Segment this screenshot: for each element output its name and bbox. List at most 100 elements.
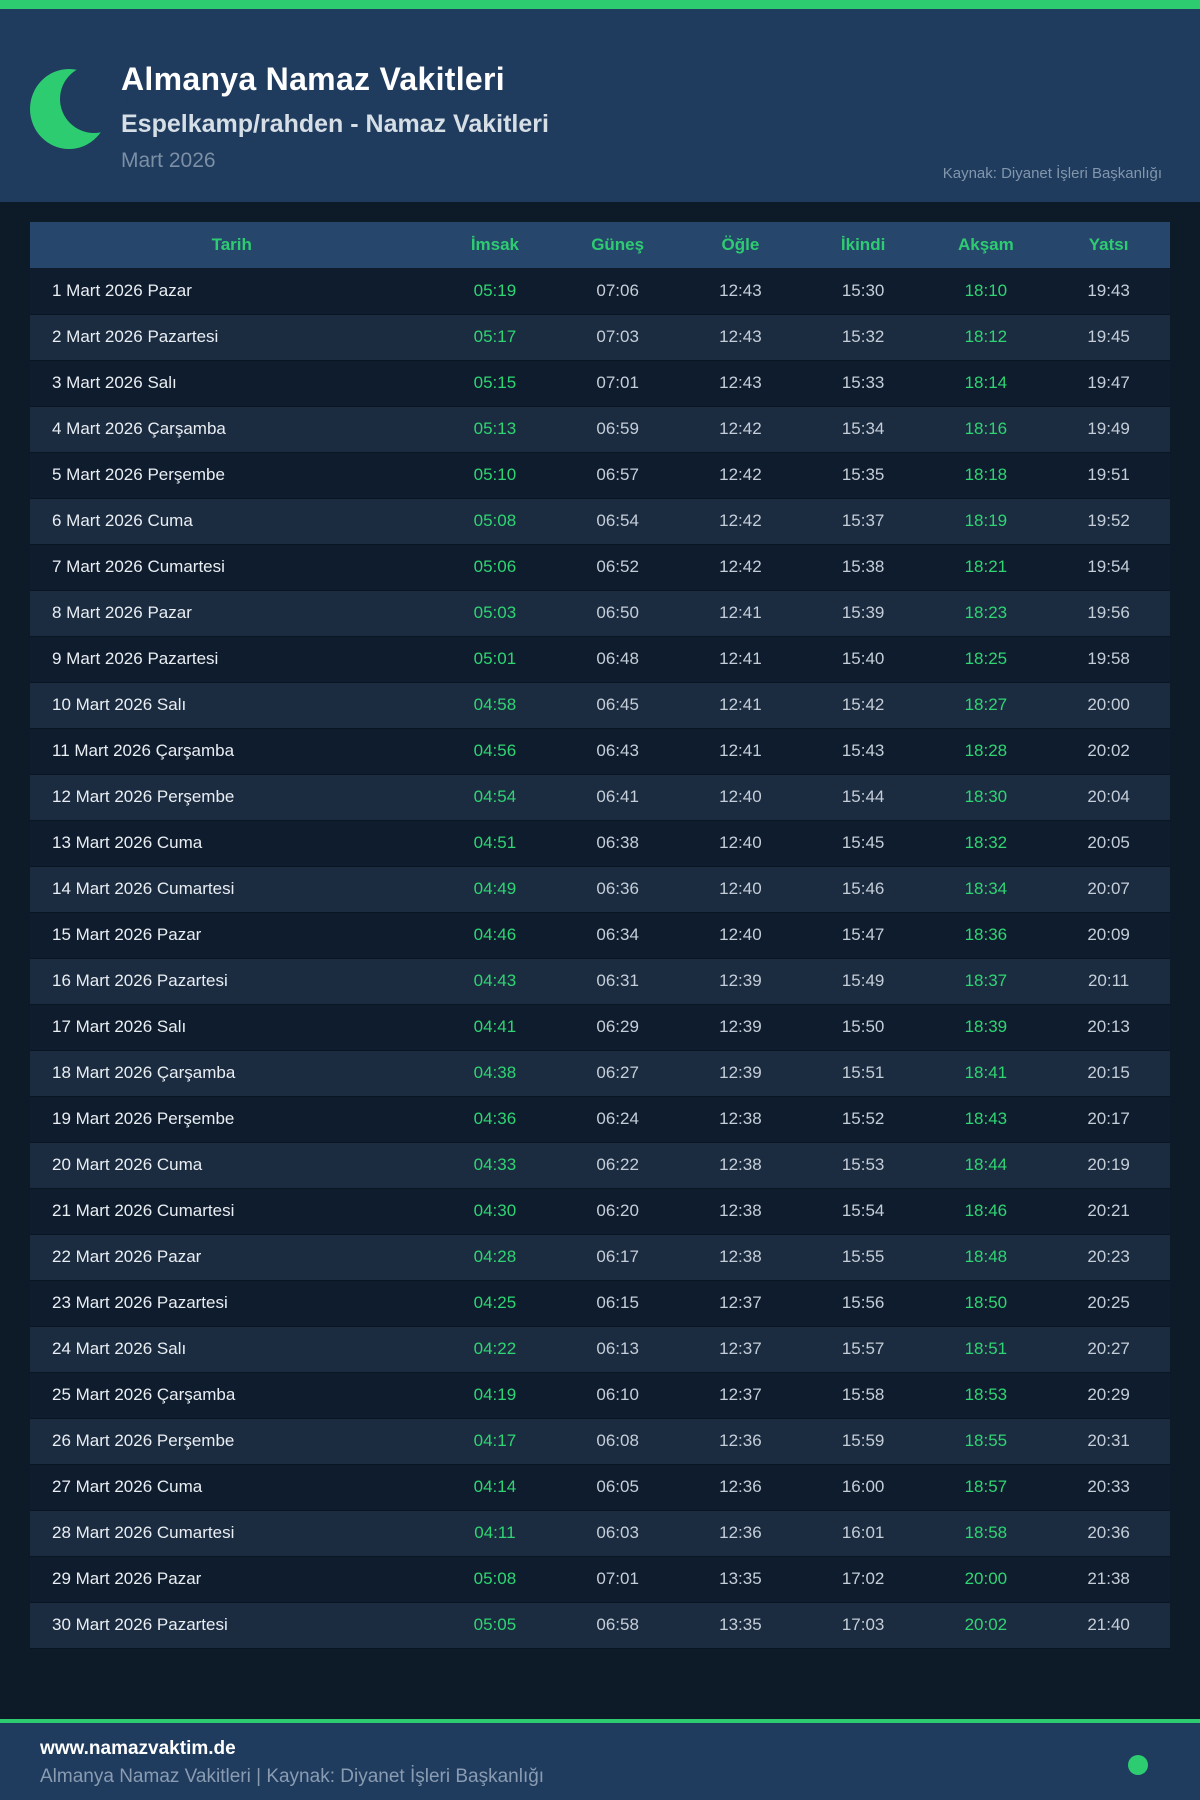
site-url[interactable]: www.namazvaktim.de xyxy=(40,1738,236,1759)
ogle-cell: 13:35 xyxy=(679,1602,802,1649)
aksam-cell: 18:58 xyxy=(924,1510,1048,1557)
imsak-cell: 04:19 xyxy=(433,1372,557,1419)
table-row: 4 Mart 2026 Çarşamba 05:13 06:59 12:42 1… xyxy=(30,406,1170,453)
column-header-imsak: İmsak xyxy=(433,222,557,268)
header-text-block: Almanya Namaz Vakitleri Espelkamp/rahden… xyxy=(121,61,549,173)
table-row: 18 Mart 2026 Çarşamba 04:38 06:27 12:39 … xyxy=(30,1050,1170,1097)
yatsi-cell: 19:56 xyxy=(1047,590,1170,637)
yatsi-cell: 20:27 xyxy=(1047,1326,1170,1373)
source-label: Kaynak: Diyanet İşleri Başkanlığı xyxy=(942,165,1162,182)
ikindi-cell: 16:01 xyxy=(801,1510,925,1557)
date-cell: 19 Mart 2026 Perşembe xyxy=(30,1096,434,1143)
ikindi-cell: 15:52 xyxy=(801,1096,925,1143)
yatsi-cell: 19:58 xyxy=(1047,636,1170,683)
aksam-cell: 18:36 xyxy=(924,912,1048,959)
yatsi-cell: 20:13 xyxy=(1047,1004,1170,1051)
gunes-cell: 06:29 xyxy=(556,1004,680,1051)
gunes-cell: 06:38 xyxy=(556,820,680,867)
ikindi-cell: 15:51 xyxy=(801,1050,925,1097)
date-cell: 24 Mart 2026 Salı xyxy=(30,1326,434,1373)
imsak-cell: 04:43 xyxy=(433,958,557,1005)
prayer-times-table-wrapper: Tarih İmsak Güneş Öğle İkindi Akşam Yats… xyxy=(30,222,1170,1649)
date-cell: 10 Mart 2026 Salı xyxy=(30,682,434,729)
gunes-cell: 07:03 xyxy=(556,314,680,361)
table-row: 24 Mart 2026 Salı 04:22 06:13 12:37 15:5… xyxy=(30,1326,1170,1373)
aksam-cell: 18:39 xyxy=(924,1004,1048,1051)
imsak-cell: 04:11 xyxy=(433,1510,557,1557)
gunes-cell: 06:41 xyxy=(556,774,680,821)
table-row: 19 Mart 2026 Perşembe 04:36 06:24 12:38 … xyxy=(30,1096,1170,1143)
date-cell: 3 Mart 2026 Salı xyxy=(30,360,434,407)
ikindi-cell: 15:43 xyxy=(801,728,925,775)
ikindi-cell: 15:55 xyxy=(801,1234,925,1281)
gunes-cell: 06:08 xyxy=(556,1418,680,1465)
gunes-cell: 06:59 xyxy=(556,406,680,453)
gunes-cell: 06:05 xyxy=(556,1464,680,1511)
date-cell: 23 Mart 2026 Pazartesi xyxy=(30,1280,434,1327)
month-label: Mart 2026 xyxy=(121,149,216,172)
ikindi-cell: 15:49 xyxy=(801,958,925,1005)
date-cell: 25 Mart 2026 Çarşamba xyxy=(30,1372,434,1419)
gunes-cell: 06:58 xyxy=(556,1602,680,1649)
gunes-cell: 06:31 xyxy=(556,958,680,1005)
yatsi-cell: 20:04 xyxy=(1047,774,1170,821)
table-row: 2 Mart 2026 Pazartesi 05:17 07:03 12:43 … xyxy=(30,314,1170,361)
gunes-cell: 06:03 xyxy=(556,1510,680,1557)
ogle-cell: 12:40 xyxy=(679,866,802,913)
gunes-cell: 06:54 xyxy=(556,498,680,545)
gunes-cell: 06:48 xyxy=(556,636,680,683)
ikindi-cell: 15:30 xyxy=(801,268,925,315)
table-row: 30 Mart 2026 Pazartesi 05:05 06:58 13:35… xyxy=(30,1602,1170,1649)
gunes-cell: 06:50 xyxy=(556,590,680,637)
aksam-cell: 20:00 xyxy=(924,1556,1048,1603)
table-row: 22 Mart 2026 Pazar 04:28 06:17 12:38 15:… xyxy=(30,1234,1170,1281)
ogle-cell: 12:38 xyxy=(679,1188,802,1235)
table-row: 25 Mart 2026 Çarşamba 04:19 06:10 12:37 … xyxy=(30,1372,1170,1419)
imsak-cell: 04:58 xyxy=(433,682,557,729)
column-header-tarih: Tarih xyxy=(30,222,434,268)
column-header-gunes: Güneş xyxy=(556,222,680,268)
aksam-cell: 18:23 xyxy=(924,590,1048,637)
imsak-cell: 05:19 xyxy=(433,268,557,315)
ikindi-cell: 15:58 xyxy=(801,1372,925,1419)
table-row: 12 Mart 2026 Perşembe 04:54 06:41 12:40 … xyxy=(30,774,1170,821)
yatsi-cell: 20:33 xyxy=(1047,1464,1170,1511)
ikindi-cell: 17:03 xyxy=(801,1602,925,1649)
gunes-cell: 06:24 xyxy=(556,1096,680,1143)
imsak-cell: 05:03 xyxy=(433,590,557,637)
date-cell: 9 Mart 2026 Pazartesi xyxy=(30,636,434,683)
aksam-cell: 18:37 xyxy=(924,958,1048,1005)
yatsi-cell: 20:31 xyxy=(1047,1418,1170,1465)
yatsi-cell: 20:05 xyxy=(1047,820,1170,867)
date-cell: 8 Mart 2026 Pazar xyxy=(30,590,434,637)
aksam-cell: 18:12 xyxy=(924,314,1048,361)
column-header-yatsi: Yatsı xyxy=(1047,222,1170,268)
imsak-cell: 05:01 xyxy=(433,636,557,683)
ogle-cell: 12:36 xyxy=(679,1464,802,1511)
aksam-cell: 18:41 xyxy=(924,1050,1048,1097)
aksam-cell: 18:32 xyxy=(924,820,1048,867)
ikindi-cell: 15:59 xyxy=(801,1418,925,1465)
date-cell: 11 Mart 2026 Çarşamba xyxy=(30,728,434,775)
ikindi-cell: 15:33 xyxy=(801,360,925,407)
ikindi-cell: 15:40 xyxy=(801,636,925,683)
aksam-cell: 18:51 xyxy=(924,1326,1048,1373)
table-row: 9 Mart 2026 Pazartesi 05:01 06:48 12:41 … xyxy=(30,636,1170,683)
ikindi-cell: 15:34 xyxy=(801,406,925,453)
aksam-cell: 18:34 xyxy=(924,866,1048,913)
aksam-cell: 18:53 xyxy=(924,1372,1048,1419)
imsak-cell: 04:38 xyxy=(433,1050,557,1097)
ogle-cell: 12:39 xyxy=(679,958,802,1005)
imsak-cell: 04:46 xyxy=(433,912,557,959)
table-row: 11 Mart 2026 Çarşamba 04:56 06:43 12:41 … xyxy=(30,728,1170,775)
aksam-cell: 18:44 xyxy=(924,1142,1048,1189)
date-cell: 27 Mart 2026 Cuma xyxy=(30,1464,434,1511)
ikindi-cell: 16:00 xyxy=(801,1464,925,1511)
ogle-cell: 12:38 xyxy=(679,1096,802,1143)
ogle-cell: 12:42 xyxy=(679,544,802,591)
column-header-ikindi: İkindi xyxy=(801,222,925,268)
date-cell: 5 Mart 2026 Perşembe xyxy=(30,452,434,499)
table-row: 23 Mart 2026 Pazartesi 04:25 06:15 12:37… xyxy=(30,1280,1170,1327)
date-cell: 29 Mart 2026 Pazar xyxy=(30,1556,434,1603)
aksam-cell: 18:30 xyxy=(924,774,1048,821)
